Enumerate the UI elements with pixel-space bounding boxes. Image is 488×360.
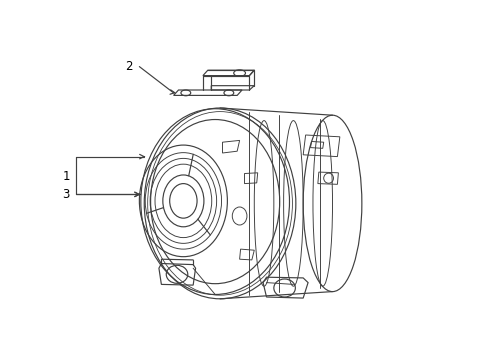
Text: 3: 3	[62, 188, 70, 201]
Text: 1: 1	[62, 170, 70, 183]
Text: 2: 2	[125, 60, 133, 73]
